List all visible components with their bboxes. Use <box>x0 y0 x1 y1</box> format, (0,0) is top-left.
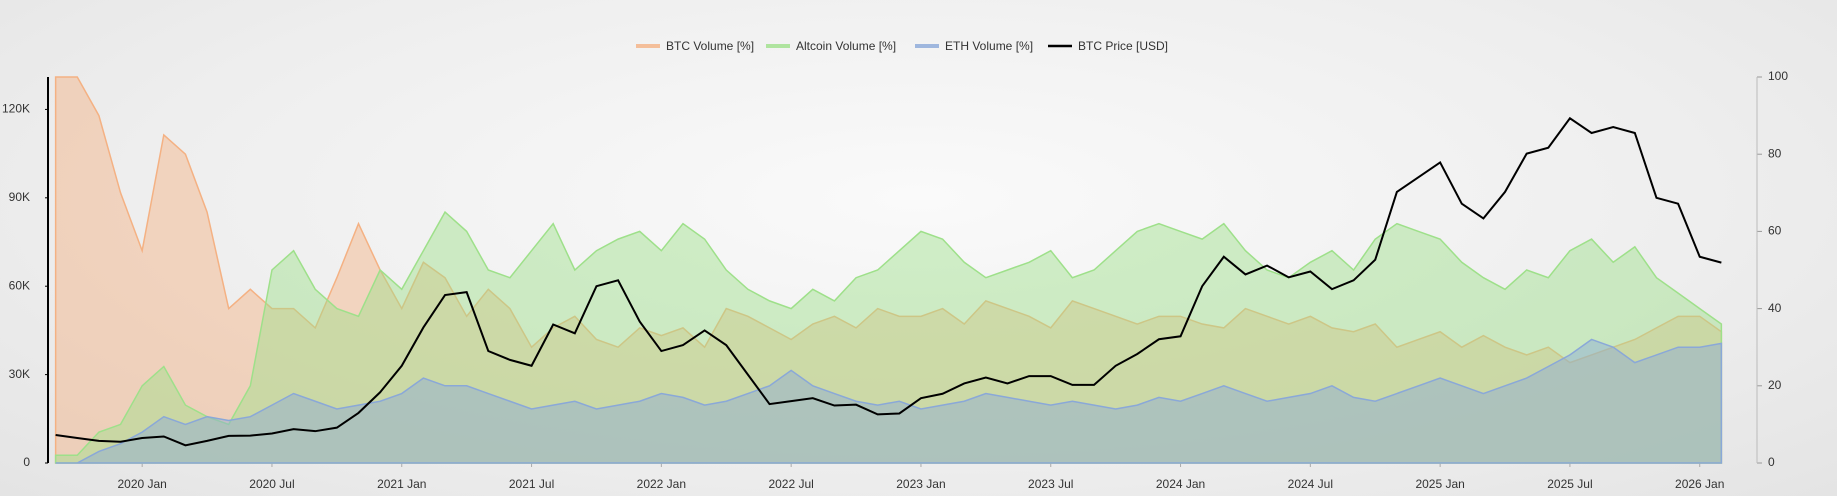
x-tick-label: 2024 Jan <box>1156 477 1205 491</box>
x-tick-label: 2022 Jul <box>768 477 813 491</box>
y2-tick-label: 20 <box>1768 378 1782 392</box>
y-tick-label: 60K <box>9 278 30 292</box>
area <box>54 76 1723 464</box>
line <box>55 116 1722 447</box>
y-tick-label: 120K <box>2 102 30 116</box>
x-tick-label: 2022 Jan <box>637 477 686 491</box>
y-tick-label: 0 <box>23 455 30 469</box>
x-tick-label: 2025 Jan <box>1415 477 1464 491</box>
y2-tick-label: 0 <box>1768 455 1775 469</box>
y2-tick-label: 40 <box>1768 301 1782 315</box>
legend-label: ETH Volume [%] <box>945 39 1033 53</box>
x-tick-label: 2026 Jan <box>1675 477 1724 491</box>
area <box>54 210 1723 464</box>
y-tick-label: 90K <box>9 190 30 204</box>
x-tick-label: 2023 Jan <box>896 477 945 491</box>
y-tick-label: 30K <box>9 367 30 381</box>
x-tick-label: 2021 Jan <box>377 477 426 491</box>
x-tick-label: 2020 Jul <box>249 477 294 491</box>
x-tick-label: 2020 Jan <box>117 477 166 491</box>
x-tick-label: 2021 Jul <box>509 477 554 491</box>
legend-label: BTC Price [USD] <box>1078 39 1168 53</box>
y2-tick-label: 100 <box>1768 69 1788 83</box>
x-tick-label: 2023 Jul <box>1028 477 1073 491</box>
x-tick-label: 2024 Jul <box>1288 477 1333 491</box>
y2-tick-label: 80 <box>1768 146 1782 160</box>
x-tick-label: 2025 Jul <box>1547 477 1592 491</box>
y2-tick-label: 60 <box>1768 224 1782 238</box>
legend-label: BTC Volume [%] <box>666 39 754 53</box>
legend-label: Altcoin Volume [%] <box>796 39 896 53</box>
